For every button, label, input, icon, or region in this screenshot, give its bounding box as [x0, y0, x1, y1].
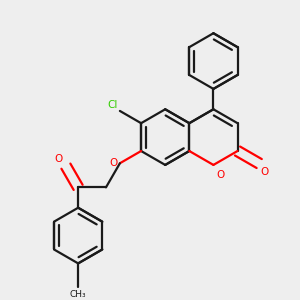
Text: O: O	[261, 167, 269, 177]
Text: CH₃: CH₃	[70, 290, 86, 299]
Text: O: O	[55, 154, 63, 164]
Text: O: O	[110, 158, 118, 168]
Text: O: O	[216, 170, 224, 180]
Text: Cl: Cl	[107, 100, 118, 110]
